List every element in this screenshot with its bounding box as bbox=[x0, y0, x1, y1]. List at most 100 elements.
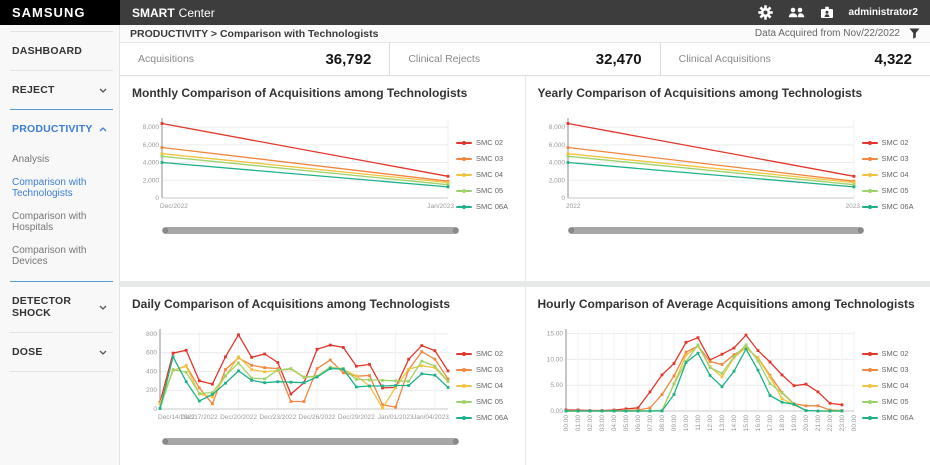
sidebar-item-comparison-with-hospitals[interactable]: Comparison with Hospitals bbox=[12, 211, 87, 233]
sidebar-item-dose[interactable]: DOSE bbox=[0, 333, 119, 371]
chart-h-scrollbar[interactable] bbox=[162, 227, 459, 234]
chart-h-scrollbar[interactable] bbox=[162, 438, 459, 445]
legend-marker bbox=[867, 415, 872, 420]
svg-text:Jan/01/2023: Jan/01/2023 bbox=[378, 414, 414, 421]
sidebar-item-comparison-with-devices[interactable]: Comparison with Devices bbox=[12, 245, 87, 267]
scrollbar-left-handle[interactable] bbox=[568, 228, 574, 233]
legend-item-smc-05[interactable]: SMC 05 bbox=[456, 397, 508, 406]
scrollbar-left-handle[interactable] bbox=[163, 439, 168, 444]
sidebar-divider bbox=[10, 371, 113, 372]
legend-line-swatch bbox=[861, 351, 878, 356]
legend-item-smc-03[interactable]: SMC 03 bbox=[456, 365, 508, 374]
chart-title: Daily Comparison of Acquisitions among T… bbox=[132, 297, 451, 311]
legend-label: SMC 05 bbox=[476, 186, 504, 195]
username[interactable]: administrator2 bbox=[848, 7, 918, 18]
svg-text:02:00: 02:00 bbox=[587, 415, 594, 432]
svg-text:Dec/17/2022: Dec/17/2022 bbox=[181, 414, 218, 421]
sidebar-divider bbox=[10, 281, 113, 282]
scrollbar-right-handle[interactable] bbox=[452, 228, 458, 233]
svg-text:04:00: 04:00 bbox=[611, 415, 618, 432]
legend-item-smc-05[interactable]: SMC 05 bbox=[456, 186, 508, 195]
svg-text:6,000: 6,000 bbox=[143, 142, 160, 149]
scrollbar-right-handle[interactable] bbox=[452, 439, 458, 444]
svg-text:800: 800 bbox=[146, 331, 157, 338]
stat-value: 36,792 bbox=[325, 50, 372, 68]
sidebar-item-comparison-with-technologists[interactable]: Comparison with Technologists bbox=[12, 177, 87, 199]
sidebar-item-reject[interactable]: REJECT bbox=[0, 71, 119, 109]
filter-icon[interactable] bbox=[909, 26, 920, 41]
legend-item-smc-02[interactable]: SMC 02 bbox=[861, 349, 914, 358]
svg-text:14:00: 14:00 bbox=[731, 415, 738, 432]
legend-marker bbox=[462, 415, 466, 420]
legend-marker bbox=[462, 156, 466, 161]
sidebar-nav: DASHBOARD REJECT PRODUCTIVITY Analysis Compa… bbox=[0, 25, 120, 465]
legend-item-smc-04[interactable]: SMC 04 bbox=[456, 381, 508, 390]
legend-item-smc-05[interactable]: SMC 05 bbox=[861, 186, 914, 195]
svg-text:2023: 2023 bbox=[845, 203, 859, 210]
legend-marker bbox=[462, 172, 466, 177]
legend-label: SMC 04 bbox=[881, 170, 909, 179]
legend-marker bbox=[867, 383, 872, 388]
legend-item-smc-03[interactable]: SMC 03 bbox=[456, 154, 508, 163]
legend-item-smc-04[interactable]: SMC 04 bbox=[861, 170, 914, 179]
sidebar-item-label: DETECTOR SHOCK bbox=[12, 295, 72, 319]
chart-panel-1: Monthly Comparison of Acquisitions among… bbox=[120, 76, 525, 281]
legend-label: SMC 06A bbox=[881, 413, 914, 422]
legend-line-swatch bbox=[456, 204, 472, 209]
legend-label: SMC 02 bbox=[476, 138, 504, 147]
svg-text:10:00: 10:00 bbox=[683, 415, 690, 432]
settings-icon[interactable] bbox=[757, 5, 773, 20]
legend-line-swatch bbox=[456, 415, 472, 420]
svg-text:600: 600 bbox=[146, 350, 157, 357]
svg-text:19:00: 19:00 bbox=[791, 415, 798, 432]
svg-text:13:00: 13:00 bbox=[719, 415, 726, 432]
stat-segment: Clinical Rejects 32,470 bbox=[389, 43, 659, 75]
legend-item-smc-03[interactable]: SMC 03 bbox=[861, 365, 914, 374]
svg-text:5.00: 5.00 bbox=[550, 382, 563, 389]
legend-line-swatch bbox=[456, 172, 472, 177]
chart-panel-3: Daily Comparison of Acquisitions among T… bbox=[120, 287, 525, 465]
chart-area: 0 200 400 600 800 Dec/14/2022 Dec/17/2022 Dec/2… bbox=[132, 325, 513, 430]
line-chart: 0 2,000 4,000 6,000 8,000 2022 2023 bbox=[538, 114, 860, 219]
sidebar-item-dashboard[interactable]: DASHBOARD bbox=[0, 32, 119, 70]
svg-text:Jan/04/2023: Jan/04/2023 bbox=[413, 414, 449, 421]
stat-label: Clinical Acquisitions bbox=[678, 53, 771, 65]
legend-item-smc-02[interactable]: SMC 02 bbox=[861, 138, 914, 147]
legend-item-smc-06a[interactable]: SMC 06A bbox=[861, 202, 914, 211]
id-badge-icon[interactable] bbox=[820, 5, 834, 20]
svg-text:6,000: 6,000 bbox=[548, 142, 565, 149]
chart-h-scrollbar[interactable] bbox=[567, 227, 864, 234]
scrollbar-left-handle[interactable] bbox=[163, 228, 168, 233]
legend-item-smc-04[interactable]: SMC 04 bbox=[861, 381, 914, 390]
scrollbar-right-handle[interactable] bbox=[858, 228, 863, 233]
svg-text:07:00: 07:00 bbox=[647, 415, 654, 432]
chart-legend: SMC 02 SMC 03 SMC 04 SMC 05 SMC 06A bbox=[861, 138, 914, 219]
legend-label: SMC 04 bbox=[881, 381, 909, 390]
chevron-down-icon bbox=[99, 305, 107, 310]
legend-line-swatch bbox=[861, 172, 878, 177]
legend-item-smc-02[interactable]: SMC 02 bbox=[456, 138, 508, 147]
svg-text:06:00: 06:00 bbox=[635, 415, 642, 432]
legend-line-swatch bbox=[456, 188, 472, 193]
stat-value: 32,470 bbox=[595, 50, 642, 68]
legend-marker bbox=[462, 188, 466, 193]
legend-item-smc-03[interactable]: SMC 03 bbox=[861, 154, 914, 163]
legend-item-smc-06a[interactable]: SMC 06A bbox=[456, 202, 508, 211]
legend-item-smc-05[interactable]: SMC 05 bbox=[861, 397, 914, 406]
users-icon[interactable] bbox=[788, 5, 805, 20]
legend-item-smc-06a[interactable]: SMC 06A bbox=[456, 413, 508, 422]
legend-item-smc-06a[interactable]: SMC 06A bbox=[861, 413, 914, 422]
svg-text:Dec/29/2022: Dec/29/2022 bbox=[338, 414, 375, 421]
sidebar-item-analysis[interactable]: Analysis bbox=[12, 154, 50, 165]
main-area: PRODUCTIVITY > Comparison with Technolog… bbox=[120, 25, 930, 465]
app-header: SMART Center bbox=[120, 0, 930, 25]
sidebar-item-detector-shock[interactable]: DETECTOR SHOCK bbox=[0, 282, 119, 332]
sidebar-item-productivity[interactable]: PRODUCTIVITY bbox=[0, 110, 119, 148]
legend-item-smc-04[interactable]: SMC 04 bbox=[456, 170, 508, 179]
legend-item-smc-02[interactable]: SMC 02 bbox=[456, 349, 508, 358]
legend-marker bbox=[462, 383, 466, 388]
line-chart-canvas: 0 2,000 4,000 6,000 8,000 Dec/2022 Jan/2023 bbox=[143, 118, 454, 210]
legend-line-swatch bbox=[861, 204, 878, 209]
svg-text:200: 200 bbox=[146, 387, 157, 394]
legend-marker bbox=[867, 172, 872, 177]
